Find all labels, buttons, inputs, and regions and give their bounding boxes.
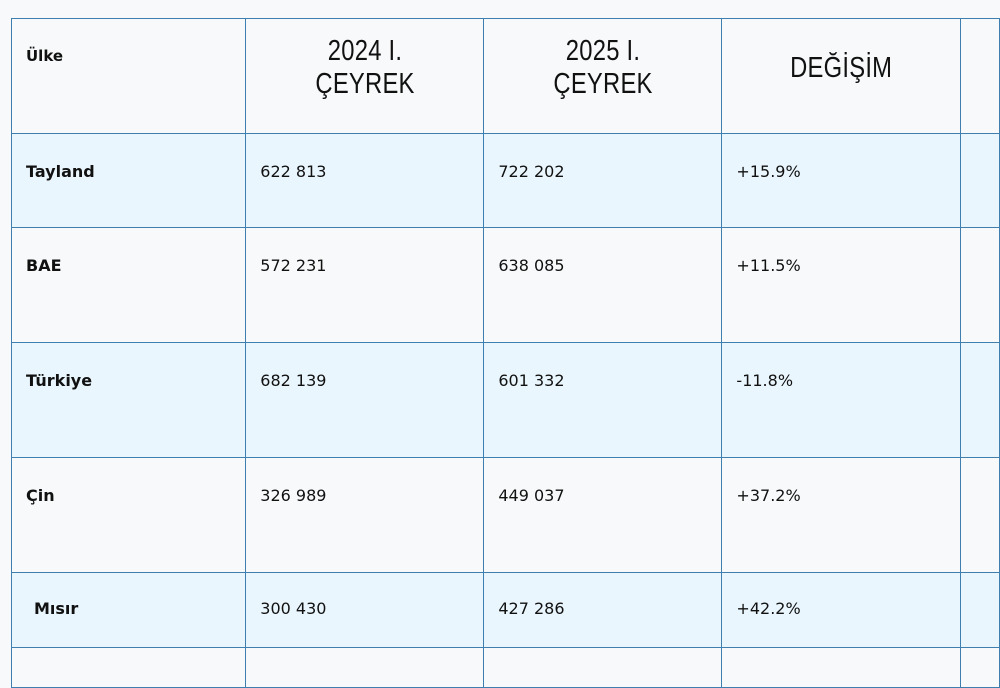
cell-country: Mısır (10, 572, 247, 648)
cell-q1-2024: 572 231 (245, 227, 485, 343)
cell-q1-2024: 326 989 (245, 457, 485, 573)
cell-q1-2024: 682 139 (245, 342, 485, 458)
cell-q1-2024: 622 813 (245, 133, 485, 228)
header-q1-2024: 2024 I. ÇEYREK (266, 18, 463, 134)
cell-empty (483, 647, 723, 688)
header-q1-2025: 2025 I. ÇEYREK (504, 18, 701, 134)
cell-extra (959, 227, 1000, 343)
cell-change: +11.5% (721, 227, 961, 343)
cell-change: +15.9% (721, 133, 961, 228)
cell-country: Çin (10, 457, 247, 573)
header-country: Ülke (10, 18, 247, 134)
cell-country: Tayland (10, 133, 247, 228)
cell-extra (959, 342, 1000, 458)
table-row: BAE 572 231 638 085 +11.5% (10, 227, 1000, 343)
cell-country: BAE (10, 227, 247, 343)
cell-q1-2025: 722 202 (483, 133, 723, 228)
header-change: DEĞİŞİM (742, 18, 940, 134)
table-row: Çin 326 989 449 037 +37.2% (10, 457, 1000, 573)
cell-q1-2025: 601 332 (483, 342, 723, 458)
cell-extra (959, 133, 1000, 228)
cell-country: Türkiye (10, 342, 247, 458)
table-row: Tayland 622 813 722 202 +15.9% (10, 133, 1000, 228)
cell-extra (959, 572, 1000, 648)
tourism-comparison-table: Ülke 2024 I. ÇEYREK 2025 I. ÇEYREK DEĞİŞ… (10, 18, 1000, 688)
cell-change: -11.8% (721, 342, 961, 458)
table-row: Türkiye 682 139 601 332 -11.8% (10, 342, 1000, 458)
table-header-row: Ülke 2024 I. ÇEYREK 2025 I. ÇEYREK DEĞİŞ… (10, 18, 1000, 134)
cell-empty (721, 647, 961, 688)
cell-q1-2025: 638 085 (483, 227, 723, 343)
table-row: Mısır 300 430 427 286 +42.2% (10, 572, 1000, 648)
cell-empty (245, 647, 485, 688)
cell-empty (959, 647, 1000, 688)
table-row-partial (10, 647, 1000, 688)
header-extra-cell (959, 18, 1000, 134)
cell-q1-2024: 300 430 (245, 572, 485, 648)
cell-q1-2025: 449 037 (483, 457, 723, 573)
cell-empty (10, 647, 247, 688)
cell-q1-2025: 427 286 (483, 572, 723, 648)
cell-extra (959, 457, 1000, 573)
cell-change: +42.2% (721, 572, 961, 648)
cell-change: +37.2% (721, 457, 961, 573)
